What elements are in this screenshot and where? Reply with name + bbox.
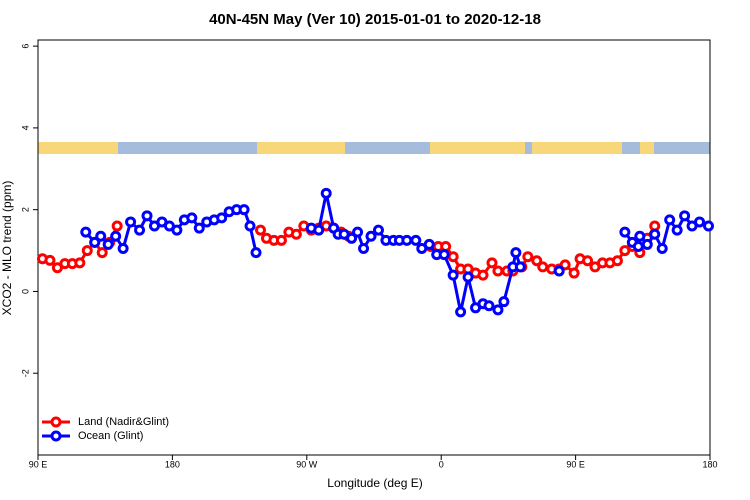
data-point bbox=[365, 230, 377, 242]
data-point bbox=[80, 226, 92, 238]
data-point bbox=[81, 245, 93, 257]
x-tick-label: 90 E bbox=[566, 459, 585, 469]
data-point bbox=[492, 304, 504, 316]
data-point bbox=[510, 247, 522, 259]
data-point bbox=[74, 257, 86, 269]
data-point bbox=[486, 257, 498, 269]
data-point bbox=[531, 255, 543, 267]
data-point bbox=[96, 247, 108, 259]
land-band bbox=[257, 142, 345, 154]
data-point bbox=[447, 269, 459, 281]
data-point bbox=[694, 216, 706, 228]
data-point bbox=[238, 204, 250, 216]
data-point bbox=[664, 214, 676, 226]
x-tick-label: 180 bbox=[165, 459, 180, 469]
x-tick-label: 180 bbox=[702, 459, 717, 469]
land-band bbox=[38, 142, 118, 154]
data-point bbox=[703, 220, 715, 232]
y-tick-label: 4 bbox=[20, 125, 30, 130]
legend-text: Ocean (Glint) bbox=[78, 430, 143, 442]
data-point bbox=[352, 226, 364, 238]
data-point bbox=[619, 226, 631, 238]
data-point bbox=[679, 210, 691, 222]
data-point bbox=[656, 243, 668, 255]
data-point bbox=[358, 243, 370, 255]
data-point bbox=[410, 234, 422, 246]
data-point bbox=[216, 212, 228, 224]
data-point bbox=[455, 306, 467, 318]
data-point bbox=[290, 228, 302, 240]
data-point bbox=[553, 265, 565, 277]
data-point bbox=[320, 187, 332, 199]
data-point bbox=[477, 269, 489, 281]
data-point bbox=[611, 255, 623, 267]
data-point bbox=[423, 238, 435, 250]
data-point bbox=[250, 247, 262, 259]
data-point bbox=[372, 224, 384, 236]
data-point bbox=[582, 255, 594, 267]
data-point bbox=[440, 240, 452, 252]
data-point bbox=[634, 230, 646, 242]
legend-text: Land (Nadir&Glint) bbox=[78, 416, 169, 428]
data-point bbox=[193, 222, 205, 234]
data-point bbox=[44, 254, 56, 266]
data-point bbox=[89, 236, 101, 248]
data-point bbox=[134, 224, 146, 236]
land-ocean-strip bbox=[38, 142, 710, 154]
data-point bbox=[141, 210, 153, 222]
data-point bbox=[95, 230, 107, 242]
land-band bbox=[532, 142, 622, 154]
y-tick-label: -2 bbox=[20, 369, 30, 377]
x-tick-label: 0 bbox=[439, 459, 444, 469]
data-point bbox=[401, 234, 413, 246]
data-point bbox=[498, 296, 510, 308]
land-band bbox=[430, 142, 525, 154]
data-point bbox=[632, 240, 644, 252]
data-point bbox=[514, 261, 526, 273]
y-tick-label: 2 bbox=[20, 207, 30, 212]
data-point bbox=[244, 220, 256, 232]
data-point bbox=[186, 212, 198, 224]
data-point bbox=[111, 220, 123, 232]
legend-marker bbox=[50, 416, 62, 428]
x-tick-label: 90 E bbox=[29, 459, 48, 469]
data-point bbox=[671, 224, 683, 236]
data-point bbox=[559, 259, 571, 271]
data-point bbox=[255, 224, 267, 236]
data-point bbox=[649, 228, 661, 240]
y-tick-label: 0 bbox=[20, 289, 30, 294]
data-point bbox=[522, 251, 534, 263]
data-point bbox=[447, 251, 459, 263]
y-axis-label: XCO2 - MLO trend (ppm) bbox=[0, 181, 14, 316]
plot-frame bbox=[37, 39, 711, 456]
y-tick-label: 6 bbox=[20, 44, 30, 49]
data-point bbox=[102, 238, 114, 250]
x-tick-label: 90 W bbox=[296, 459, 318, 469]
data-point bbox=[537, 261, 549, 273]
data-point bbox=[125, 216, 137, 228]
data-point bbox=[492, 265, 504, 277]
legend-marker bbox=[50, 430, 62, 442]
data-point bbox=[313, 224, 325, 236]
data-point bbox=[568, 267, 580, 279]
data-point bbox=[171, 224, 183, 236]
data-point bbox=[346, 232, 358, 244]
x-axis-label: Longitude (deg E) bbox=[327, 476, 422, 490]
data-point bbox=[641, 238, 653, 250]
data-point bbox=[483, 300, 495, 312]
data-point bbox=[275, 234, 287, 246]
data-point bbox=[438, 249, 450, 261]
data-point bbox=[117, 243, 129, 255]
series-line bbox=[84, 193, 710, 313]
data-point bbox=[462, 271, 474, 283]
land-band bbox=[640, 142, 654, 154]
chart-title: 40N-45N May (Ver 10) 2015-01-01 to 2020-… bbox=[209, 11, 541, 28]
data-point bbox=[110, 230, 122, 242]
